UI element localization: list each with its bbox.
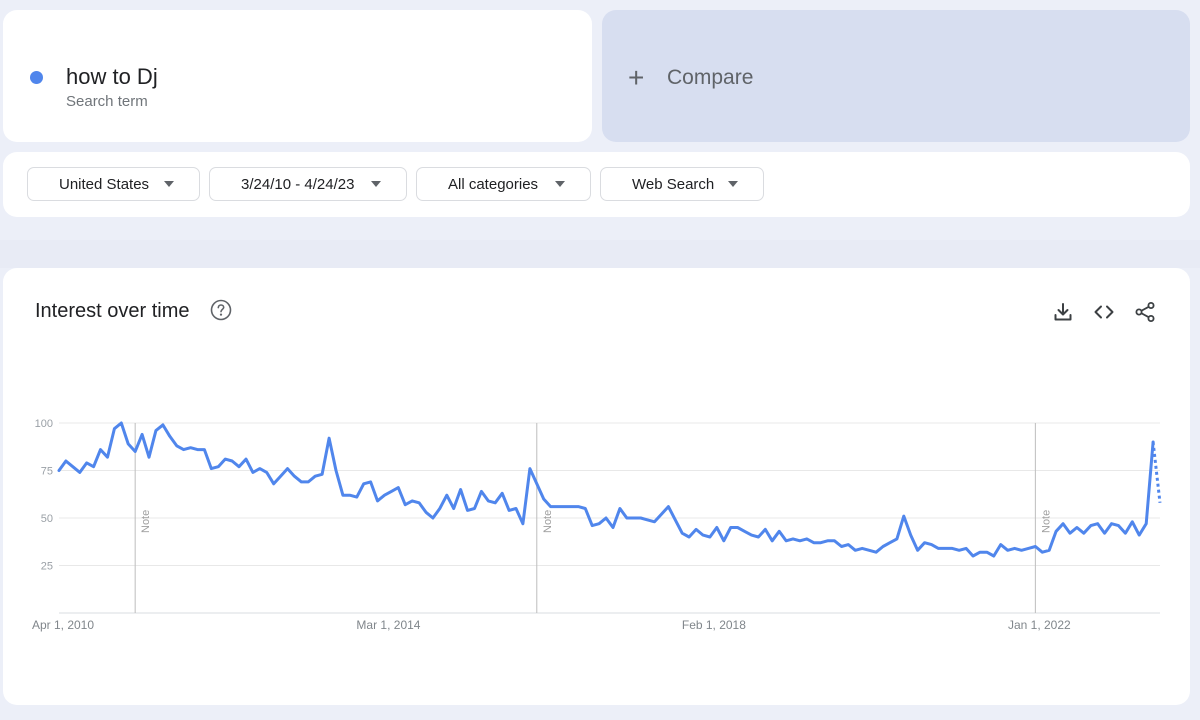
interest-over-time-panel: Interest over time 25 50 75 100 Note Note Note… bbox=[3, 268, 1190, 705]
date-range-select[interactable]: 3/24/10 - 4/24/23 bbox=[209, 167, 407, 201]
category-select-label: All categories bbox=[448, 175, 539, 193]
compare-button[interactable]: + Compare bbox=[602, 10, 1190, 142]
y-tick-label: 100 bbox=[35, 418, 53, 430]
search-term-name[interactable]: how to Dj bbox=[66, 64, 158, 89]
date-range-label: 3/24/10 - 4/24/23 bbox=[241, 175, 355, 193]
embed-icon[interactable] bbox=[1093, 301, 1115, 323]
search-term-card[interactable]: how to Dj Search term bbox=[3, 10, 592, 142]
x-tick-label: Apr 1, 2010 bbox=[32, 618, 94, 632]
share-icon[interactable] bbox=[1134, 301, 1156, 323]
download-icon[interactable] bbox=[1052, 301, 1074, 323]
caret-down-icon bbox=[728, 181, 738, 187]
search-term-type: Search term bbox=[66, 93, 148, 110]
y-tick-label: 75 bbox=[41, 466, 53, 478]
region-select[interactable]: United States bbox=[27, 167, 200, 201]
help-icon[interactable] bbox=[210, 299, 232, 321]
section-divider bbox=[0, 240, 1200, 268]
region-select-label: United States bbox=[59, 175, 150, 193]
compare-label: Compare bbox=[667, 66, 754, 89]
panel-title: Interest over time bbox=[35, 300, 190, 322]
filter-bar: United States 3/24/10 - 4/24/23 All cate… bbox=[3, 152, 1190, 217]
caret-down-icon bbox=[371, 181, 381, 187]
x-tick-label: Feb 1, 2018 bbox=[682, 618, 746, 632]
series-color-dot bbox=[30, 71, 43, 84]
note-label: Note bbox=[542, 510, 554, 533]
x-tick-label: Mar 1, 2014 bbox=[356, 618, 420, 632]
plus-icon: + bbox=[628, 62, 645, 93]
series-line bbox=[57, 421, 1155, 558]
y-tick-label: 50 bbox=[41, 513, 53, 525]
search-property-select[interactable]: Web Search bbox=[600, 167, 764, 201]
series-line-partial bbox=[1151, 441, 1162, 503]
caret-down-icon bbox=[164, 181, 174, 187]
search-property-label: Web Search bbox=[632, 175, 715, 193]
category-select[interactable]: All categories bbox=[416, 167, 591, 201]
note-label: Note bbox=[140, 510, 152, 533]
x-tick-label: Jan 1, 2022 bbox=[1008, 618, 1071, 632]
interest-line-chart: 25 50 75 100 Note Note Note Apr 1, 2010 Mar 1, 2… bbox=[32, 418, 1162, 632]
y-tick-label: 25 bbox=[41, 561, 53, 573]
caret-down-icon bbox=[555, 181, 565, 187]
note-label: Note bbox=[1040, 510, 1052, 533]
